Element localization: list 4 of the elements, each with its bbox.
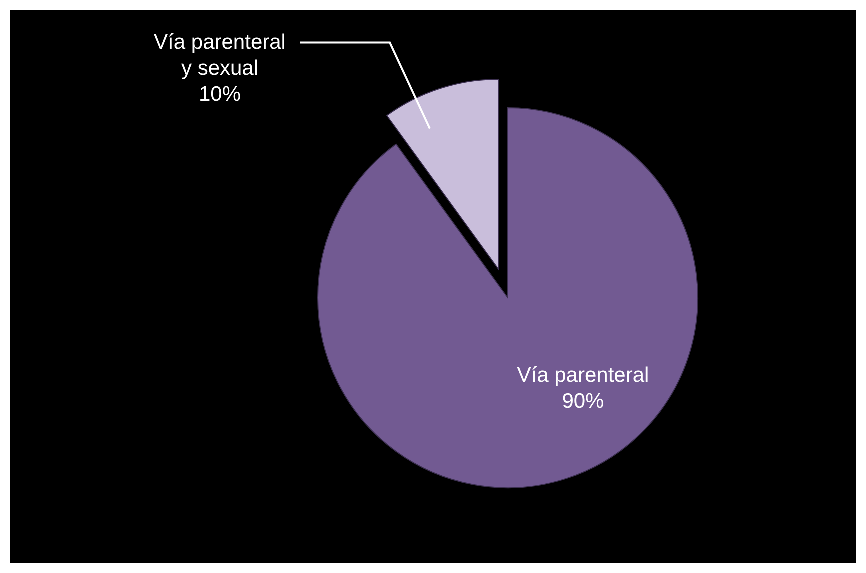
slice-label: Vía parenteral y sexual [154,30,286,80]
slice-label: Vía parenteral [517,364,650,388]
data-label: 90% [562,390,604,414]
data-label: 10% [199,82,242,106]
